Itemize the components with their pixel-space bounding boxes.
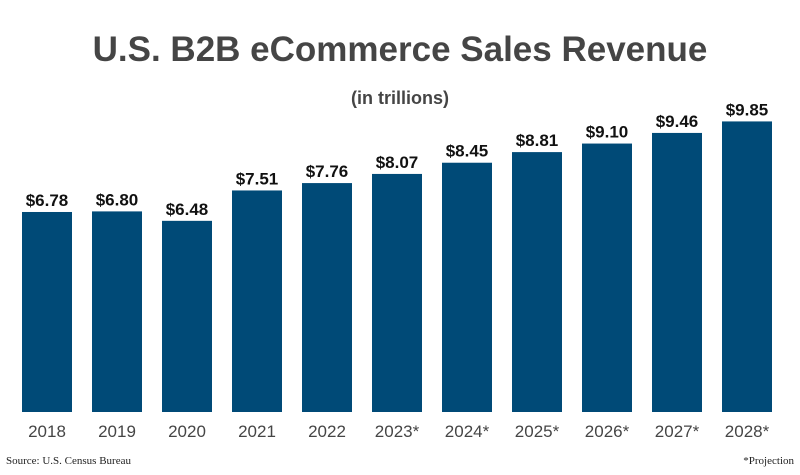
data-label: $8.45 [446,142,489,161]
data-label: $6.80 [96,190,139,209]
chart-title: U.S. B2B eCommerce Sales Revenue [92,30,708,69]
x-tick-label: 2018 [28,422,66,441]
x-tick-label: 2025* [515,422,560,441]
data-label: $7.51 [236,169,279,188]
data-label: $8.81 [516,131,559,150]
x-tick-label: 2024* [445,422,490,441]
data-label: $6.48 [166,200,209,219]
bar-2028* [722,121,772,413]
x-tick-label: 2022 [308,422,346,441]
x-tick-label: 2021 [238,422,276,441]
bar-2019 [92,211,142,412]
x-tick-label: 2026* [585,422,630,441]
data-label: $9.85 [726,100,769,119]
bar-2024* [442,162,492,412]
x-tick-label: 2019 [98,422,136,441]
x-tick-label: 2023* [375,422,420,441]
bar-2025* [512,152,562,413]
data-label: $9.10 [586,123,629,142]
data-label: $9.46 [656,112,699,131]
bar-2022 [302,183,352,412]
projection-note: *Projection [743,455,794,467]
bar-2020 [162,220,212,412]
data-label: $7.76 [306,162,349,181]
bar-2018 [22,211,72,412]
source-note: Source: U.S. Census Bureau [6,455,131,467]
bar-2023* [372,173,422,412]
x-tick-label: 2028* [725,422,770,441]
chart-subtitle: (in trillions) [351,88,449,108]
x-tick-label: 2027* [655,422,700,441]
data-label: $6.78 [26,191,69,210]
data-label: $8.07 [376,153,419,172]
bar-2026* [582,143,632,413]
bar-2021 [232,190,282,412]
x-tick-label: 2020 [168,422,206,441]
bar-2027* [652,132,702,412]
